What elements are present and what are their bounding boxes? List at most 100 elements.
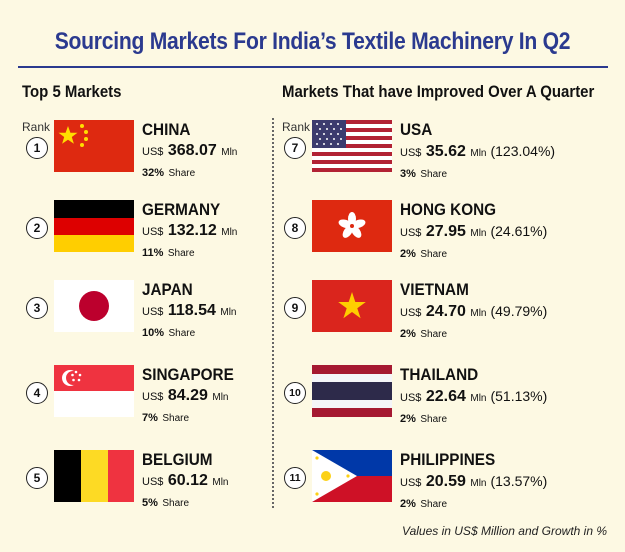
country-name: JAPAN bbox=[142, 280, 193, 299]
market-share: 5% bbox=[142, 497, 158, 509]
title-rule bbox=[18, 66, 608, 68]
market-value: 27.95 bbox=[425, 223, 466, 240]
market-share: 7% bbox=[142, 412, 158, 424]
currency-label: US$ bbox=[142, 476, 164, 488]
usa-flag-icon bbox=[312, 120, 392, 172]
country-name: VIETNAM bbox=[400, 280, 469, 299]
market-entry-belgium: 5 BELGIUM US$ 60.12 Mln 5% Share bbox=[26, 450, 316, 520]
vietnam-flag-icon bbox=[312, 280, 392, 332]
market-share: 2% bbox=[400, 498, 416, 510]
rank-badge: 8 bbox=[284, 217, 306, 239]
market-entry-hong-kong: 8 HONG KONG US$ 27.95 Mln (24.61%) 2% Sha… bbox=[284, 200, 574, 270]
share-label: Share bbox=[420, 169, 448, 180]
page-title: Sourcing Markets For India’s Textile Mac… bbox=[54, 28, 571, 55]
currency-label: US$ bbox=[400, 307, 422, 319]
market-entry-philippines: 11 PHILIPPINES US$ 20.59 Mln (13.57%) 2% … bbox=[284, 450, 574, 520]
market-share: 32% bbox=[142, 167, 165, 179]
right-section-heading: Markets That have Improved Over A Quarte… bbox=[282, 82, 595, 101]
unit-label: Mln bbox=[220, 307, 237, 318]
market-value: 84.29 bbox=[167, 387, 208, 404]
currency-label: US$ bbox=[142, 146, 164, 158]
market-entry-japan: 3 JAPAN US$ 118.54 Mln 10% Share bbox=[26, 280, 316, 350]
rank-badge: 11 bbox=[284, 467, 306, 489]
market-value: 132.12 bbox=[167, 222, 217, 239]
unit-label: Mln bbox=[212, 477, 229, 488]
unit-label: Mln bbox=[221, 227, 238, 238]
market-value: 368.07 bbox=[167, 142, 217, 159]
rank-badge: 10 bbox=[284, 382, 306, 404]
share-label: Share bbox=[420, 414, 448, 425]
unit-label: Mln bbox=[470, 393, 487, 404]
share-label: Share bbox=[168, 328, 196, 339]
unit-label: Mln bbox=[221, 147, 238, 158]
market-entry-germany: 2 GERMANY US$ 132.12 Mln 11% Share bbox=[26, 200, 316, 270]
growth-percent: (51.13%) bbox=[490, 388, 548, 404]
country-name: SINGAPORE bbox=[142, 365, 234, 384]
column-divider bbox=[272, 118, 274, 508]
country-name: USA bbox=[400, 120, 433, 139]
singapore-flag-icon bbox=[54, 365, 134, 417]
market-entry-vietnam: 9 VIETNAM US$ 24.70 Mln (49.79%) 2% Share bbox=[284, 280, 574, 350]
japan-flag-icon bbox=[54, 280, 134, 332]
currency-label: US$ bbox=[400, 477, 422, 489]
country-name: CHINA bbox=[142, 120, 191, 139]
currency-label: US$ bbox=[400, 147, 422, 159]
currency-label: US$ bbox=[400, 227, 422, 239]
country-name: HONG KONG bbox=[400, 200, 497, 219]
country-name: PHILIPPINES bbox=[400, 450, 496, 469]
country-name: GERMANY bbox=[142, 200, 221, 219]
footer-note: Values in US$ Million and Growth in % bbox=[402, 524, 607, 538]
country-name: BELGIUM bbox=[142, 450, 213, 469]
market-value: 118.54 bbox=[167, 302, 216, 319]
share-label: Share bbox=[168, 168, 196, 179]
thailand-flag-icon bbox=[312, 365, 392, 417]
unit-label: Mln bbox=[470, 308, 487, 319]
share-label: Share bbox=[420, 329, 448, 340]
share-label: Share bbox=[420, 499, 448, 510]
market-share: 2% bbox=[400, 413, 416, 425]
share-label: Share bbox=[167, 248, 195, 259]
rank-badge: 7 bbox=[284, 137, 306, 159]
unit-label: Mln bbox=[470, 148, 487, 159]
rank-badge: 9 bbox=[284, 297, 306, 319]
market-value: 60.12 bbox=[167, 472, 208, 489]
growth-percent: (123.04%) bbox=[490, 143, 556, 159]
currency-label: US$ bbox=[142, 226, 164, 238]
market-share: 11% bbox=[142, 247, 164, 259]
rank-badge: 4 bbox=[26, 382, 48, 404]
market-share: 10% bbox=[142, 327, 165, 339]
rank-label-right: Rank bbox=[282, 120, 311, 134]
unit-label: Mln bbox=[470, 478, 487, 489]
country-name: THAILAND bbox=[400, 365, 479, 384]
currency-label: US$ bbox=[142, 391, 164, 403]
rank-badge: 1 bbox=[26, 137, 48, 159]
share-label: Share bbox=[420, 249, 448, 260]
rank-badge: 5 bbox=[26, 467, 48, 489]
germany-flag-icon bbox=[54, 200, 134, 252]
share-label: Share bbox=[162, 413, 190, 424]
share-label: Share bbox=[162, 498, 190, 509]
market-value: 20.59 bbox=[425, 473, 466, 490]
unit-label: Mln bbox=[470, 228, 487, 239]
left-section-heading: Top 5 Markets bbox=[22, 82, 122, 101]
market-value: 35.62 bbox=[425, 143, 466, 160]
belgium-flag-icon bbox=[54, 450, 134, 502]
philippines-flag-icon bbox=[312, 450, 392, 502]
market-value: 24.70 bbox=[425, 303, 466, 320]
growth-percent: (24.61%) bbox=[490, 223, 548, 239]
rank-label-left: Rank bbox=[22, 120, 51, 134]
growth-percent: (49.79%) bbox=[490, 303, 548, 319]
market-entry-thailand: 10 THAILAND US$ 22.64 Mln (51.13%) 2% Sha… bbox=[284, 365, 574, 435]
market-entry-china: 1 CHINA US$ 368.07 Mln 32% Share bbox=[26, 120, 316, 190]
rank-badge: 2 bbox=[26, 217, 48, 239]
growth-percent: (13.57%) bbox=[490, 473, 548, 489]
market-share: 2% bbox=[400, 248, 416, 260]
market-share: 3% bbox=[400, 168, 416, 180]
currency-label: US$ bbox=[142, 306, 164, 318]
market-value: 22.64 bbox=[425, 388, 466, 405]
market-share: 2% bbox=[400, 328, 416, 340]
market-entry-usa: 7 USA US$ 35.62 Mln (123.04%) 3% Share bbox=[284, 120, 574, 190]
unit-label: Mln bbox=[212, 392, 229, 403]
china-flag-icon bbox=[54, 120, 134, 172]
